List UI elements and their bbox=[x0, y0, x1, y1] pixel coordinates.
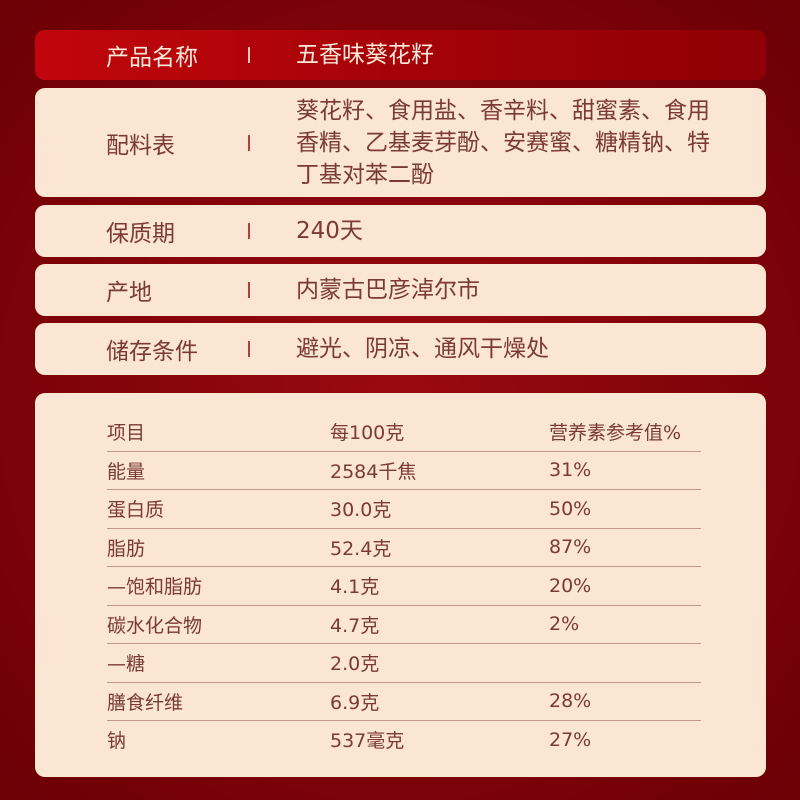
info-value: 五香味葵花籽 bbox=[296, 42, 434, 68]
item-cell: —饱和脂肪 bbox=[107, 566, 330, 606]
nrv-cell: 28% bbox=[549, 682, 701, 721]
item-cell: 脂肪 bbox=[107, 528, 330, 567]
nrv-cell: 87% bbox=[549, 528, 701, 567]
nrv-cell: 50% bbox=[549, 489, 701, 529]
nutrition-card: 项目 每100克 营养素参考值% 能量 2584千焦 31% 蛋白质 30.0克 50% 脂… bbox=[35, 393, 766, 777]
item-cell: 碳水化合物 bbox=[107, 605, 330, 644]
info-label: 产地 bbox=[106, 280, 152, 306]
item-cell: 能量 bbox=[107, 451, 330, 490]
table-row: —饱和脂肪 4.1克 20% bbox=[107, 566, 701, 606]
divider bbox=[248, 341, 250, 357]
per-100g-cell: 52.4克 bbox=[330, 528, 549, 567]
table-row: 碳水化合物 4.7克 2% bbox=[107, 605, 701, 644]
nrv-cell: 27% bbox=[549, 728, 592, 751]
per-100g-cell: 4.7克 bbox=[330, 605, 549, 644]
header-cell: 营养素参考值% bbox=[549, 413, 701, 452]
nrv-cell bbox=[549, 643, 701, 683]
table-row: 膳食纤维 6.9克 28% bbox=[107, 682, 701, 721]
info-value: 葵花籽、食用盐、香辛料、甜蜜素、食用香精、乙基麦芽酚、安赛蜜、糖精钠、特丁基对苯… bbox=[296, 97, 710, 188]
divider bbox=[248, 134, 250, 151]
item-cell: 膳食纤维 bbox=[107, 682, 330, 721]
divider bbox=[248, 223, 250, 239]
table-row: 脂肪 52.4克 87% bbox=[107, 528, 701, 567]
header-cell: 项目 bbox=[107, 413, 330, 452]
info-row-origin: 产地 内蒙古巴彦淖尔市 bbox=[35, 264, 766, 316]
item-cell: —糖 bbox=[107, 643, 330, 683]
per-100g-cell: 6.9克 bbox=[330, 682, 549, 721]
nrv-cell: 20% bbox=[549, 566, 701, 606]
info-label: 配料表 bbox=[106, 132, 175, 159]
item-cell: 蛋白质 bbox=[107, 489, 330, 529]
per-100g-cell: 537毫克 bbox=[330, 730, 405, 753]
divider bbox=[248, 47, 250, 63]
info-row-product-name: 产品名称 五香味葵花籽 bbox=[35, 30, 766, 80]
nrv-cell: 2% bbox=[549, 605, 701, 644]
info-row-shelf-life: 保质期 240天 bbox=[35, 205, 766, 257]
table-row: 钠 537毫克 27% bbox=[107, 721, 701, 759]
divider bbox=[248, 282, 250, 298]
info-value: 240天 bbox=[296, 218, 363, 244]
per-100g-cell: 2584千焦 bbox=[330, 451, 549, 490]
table-row: 能量 2584千焦 31% bbox=[107, 451, 701, 490]
info-value: 内蒙古巴彦淖尔市 bbox=[296, 277, 480, 303]
header-cell: 每100克 bbox=[330, 413, 549, 452]
table-row: 蛋白质 30.0克 50% bbox=[107, 489, 701, 529]
table-header-row: 项目 每100克 营养素参考值% bbox=[107, 413, 701, 452]
per-100g-cell: 4.1克 bbox=[330, 566, 549, 606]
info-label: 保质期 bbox=[106, 221, 175, 247]
table-row: —糖 2.0克 bbox=[107, 643, 701, 683]
nrv-cell: 31% bbox=[549, 451, 701, 490]
per-100g-cell: 30.0克 bbox=[330, 489, 549, 529]
per-100g-cell: 2.0克 bbox=[330, 643, 549, 683]
info-value: 避光、阴凉、通风干燥处 bbox=[296, 336, 549, 362]
info-label: 储存条件 bbox=[106, 339, 198, 365]
nutrition-table: 项目 每100克 营养素参考值% 能量 2584千焦 31% 蛋白质 30.0克 50% 脂… bbox=[107, 413, 701, 759]
item-cell: 钠 bbox=[107, 730, 127, 753]
info-row-storage: 储存条件 避光、阴凉、通风干燥处 bbox=[35, 323, 766, 375]
info-row-ingredients: 配料表 葵花籽、食用盐、香辛料、甜蜜素、食用香精、乙基麦芽酚、安赛蜜、糖精钠、特… bbox=[35, 88, 766, 197]
info-label: 产品名称 bbox=[106, 45, 198, 71]
